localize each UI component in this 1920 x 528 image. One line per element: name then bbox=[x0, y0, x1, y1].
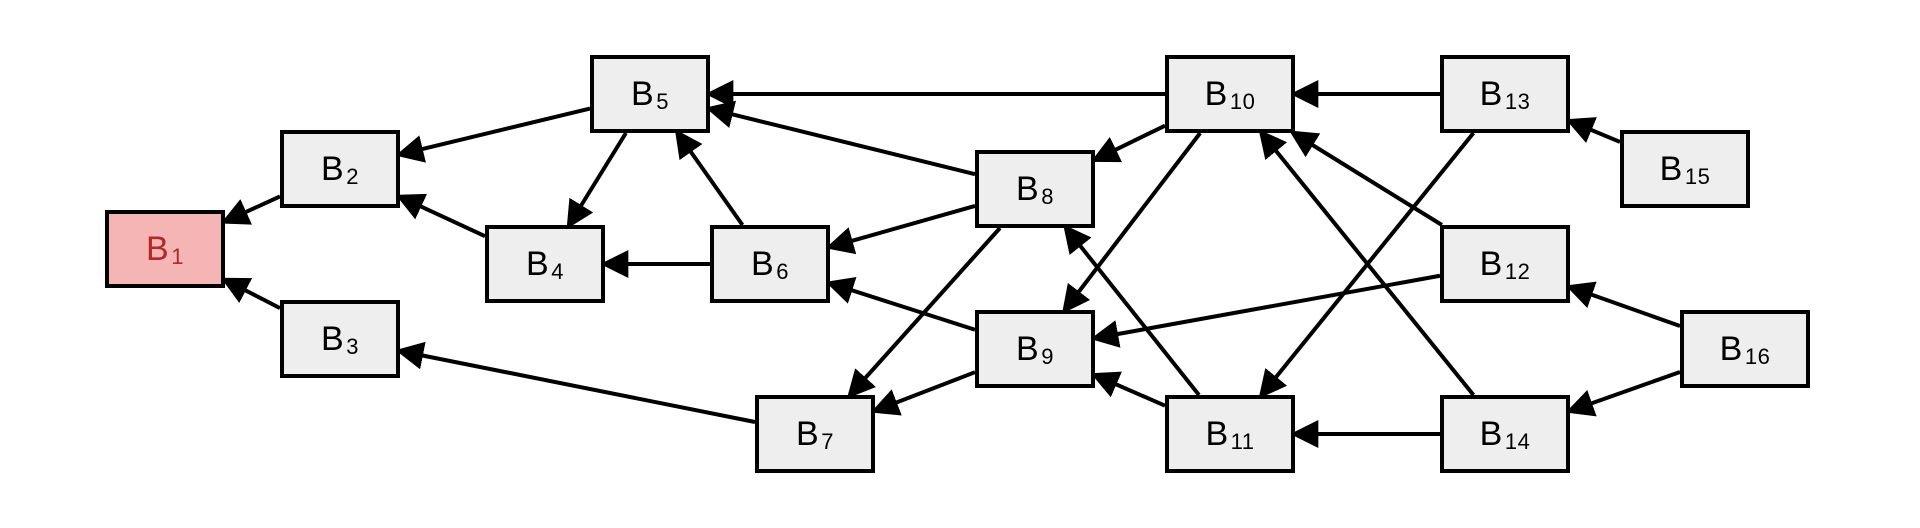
node-sub: 14 bbox=[1505, 429, 1530, 455]
node-sub: 10 bbox=[1230, 89, 1255, 115]
node-base: B bbox=[796, 415, 819, 454]
edge-layer bbox=[0, 0, 1920, 528]
diagram-canvas: B1B2B3B4B5B6B7B8B9B10B11B12B13B14B15B16 bbox=[0, 0, 1920, 528]
node-sub: 2 bbox=[346, 164, 359, 190]
node-sub: 6 bbox=[776, 259, 789, 285]
node-b4: B4 bbox=[485, 225, 605, 303]
node-base: B bbox=[526, 245, 549, 284]
node-base: B bbox=[1016, 170, 1039, 209]
node-base: B bbox=[1720, 330, 1743, 369]
node-sub: 16 bbox=[1745, 344, 1770, 370]
node-b13: B13 bbox=[1440, 55, 1570, 133]
edge-b8-b5 bbox=[710, 109, 975, 174]
node-base: B bbox=[751, 245, 774, 284]
edge-b5-b2 bbox=[400, 109, 590, 155]
edge-b4-b2 bbox=[400, 197, 485, 236]
edge-b16-b12 bbox=[1570, 287, 1680, 326]
node-sub: 15 bbox=[1685, 164, 1710, 190]
node-base: B bbox=[1016, 330, 1039, 369]
edge-b12-b10 bbox=[1293, 133, 1442, 225]
edge-b2-b1 bbox=[225, 196, 280, 221]
node-sub: 1 bbox=[171, 244, 184, 270]
node-base: B bbox=[321, 150, 344, 189]
node-base: B bbox=[1480, 415, 1503, 454]
node-base: B bbox=[1205, 75, 1228, 114]
node-b9: B9 bbox=[975, 310, 1095, 388]
edge-b9-b7 bbox=[875, 372, 975, 411]
edge-b11-b9 bbox=[1095, 375, 1165, 406]
node-b14: B14 bbox=[1440, 395, 1570, 473]
edge-b8-b6 bbox=[830, 206, 975, 247]
node-b2: B2 bbox=[280, 130, 400, 208]
edge-b15-b13 bbox=[1570, 121, 1620, 142]
edge-b3-b1 bbox=[225, 280, 280, 308]
node-base: B bbox=[1480, 245, 1503, 284]
node-b6: B6 bbox=[710, 225, 830, 303]
node-b5: B5 bbox=[590, 55, 710, 133]
edge-b16-b14 bbox=[1570, 372, 1680, 411]
node-sub: 7 bbox=[821, 429, 834, 455]
node-b3: B3 bbox=[280, 300, 400, 378]
node-sub: 4 bbox=[551, 259, 564, 285]
node-sub: 13 bbox=[1505, 89, 1530, 115]
node-b11: B11 bbox=[1165, 395, 1295, 473]
node-base: B bbox=[631, 75, 654, 114]
node-b1: B1 bbox=[105, 210, 225, 288]
node-sub: 3 bbox=[346, 334, 359, 360]
node-sub: 11 bbox=[1231, 429, 1255, 455]
edge-b10-b8 bbox=[1095, 126, 1165, 160]
edge-b5-b4 bbox=[569, 133, 626, 225]
edge-b12-b9 bbox=[1095, 276, 1440, 338]
node-b10: B10 bbox=[1165, 55, 1295, 133]
edge-b7-b3 bbox=[400, 351, 755, 422]
node-base: B bbox=[1480, 75, 1503, 114]
edge-b9-b6 bbox=[830, 283, 975, 330]
node-sub: 5 bbox=[656, 89, 669, 115]
node-sub: 8 bbox=[1041, 184, 1054, 210]
node-b8: B8 bbox=[975, 150, 1095, 228]
node-base: B bbox=[1660, 150, 1683, 189]
node-b7: B7 bbox=[755, 395, 875, 473]
node-base: B bbox=[1205, 415, 1228, 454]
node-sub: 12 bbox=[1505, 259, 1530, 285]
node-base: B bbox=[321, 320, 344, 359]
node-sub: 9 bbox=[1041, 344, 1054, 370]
node-base: B bbox=[146, 230, 169, 269]
edge-b6-b5 bbox=[678, 133, 743, 225]
node-b16: B16 bbox=[1680, 310, 1810, 388]
node-b15: B15 bbox=[1620, 130, 1750, 208]
node-b12: B12 bbox=[1440, 225, 1570, 303]
